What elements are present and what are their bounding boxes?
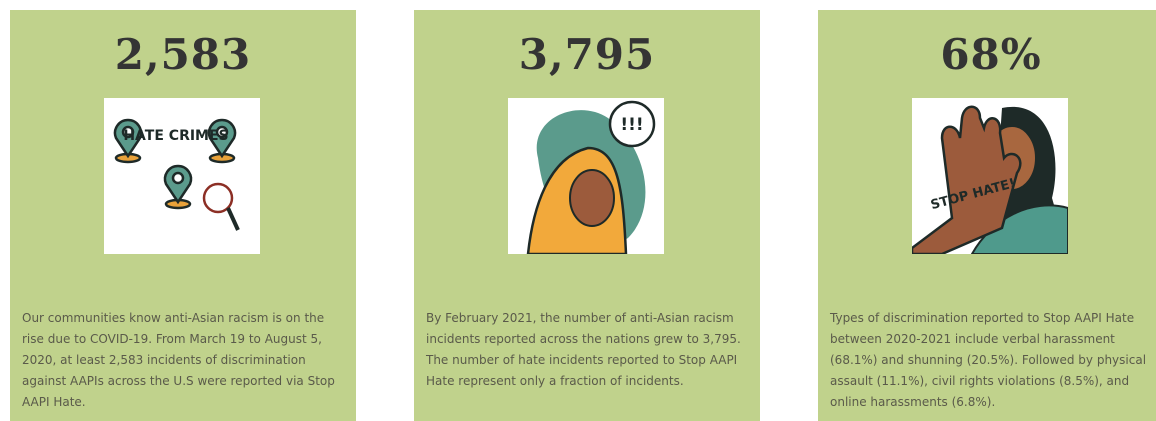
illustration: STOP HATE!	[912, 98, 1068, 254]
page: 2,583 HATE CRIMES Our communities know a…	[0, 0, 1156, 421]
stat-number: 3,795	[414, 30, 760, 79]
description: Our communities know anti-Asian racism i…	[22, 308, 348, 413]
stat-number: 2,583	[10, 30, 356, 79]
stat-card: 2,583 HATE CRIMES Our communities know a…	[10, 10, 356, 421]
description: Types of discrimination reported to Stop…	[830, 308, 1156, 413]
stat-card: 68% STOP HATE! Types of discrimination r…	[818, 10, 1156, 421]
description: By February 2021, the number of anti-Asi…	[426, 308, 752, 392]
illustration: HATE CRIMES	[104, 98, 260, 254]
illustration: !!!	[508, 98, 664, 254]
stat-number: 68%	[818, 30, 1156, 79]
image-lettering: HATE CRIMES	[123, 128, 228, 144]
image-lettering: !!!	[620, 115, 643, 135]
stat-card: 3,795 !!! By February 2021, the number o…	[414, 10, 760, 421]
